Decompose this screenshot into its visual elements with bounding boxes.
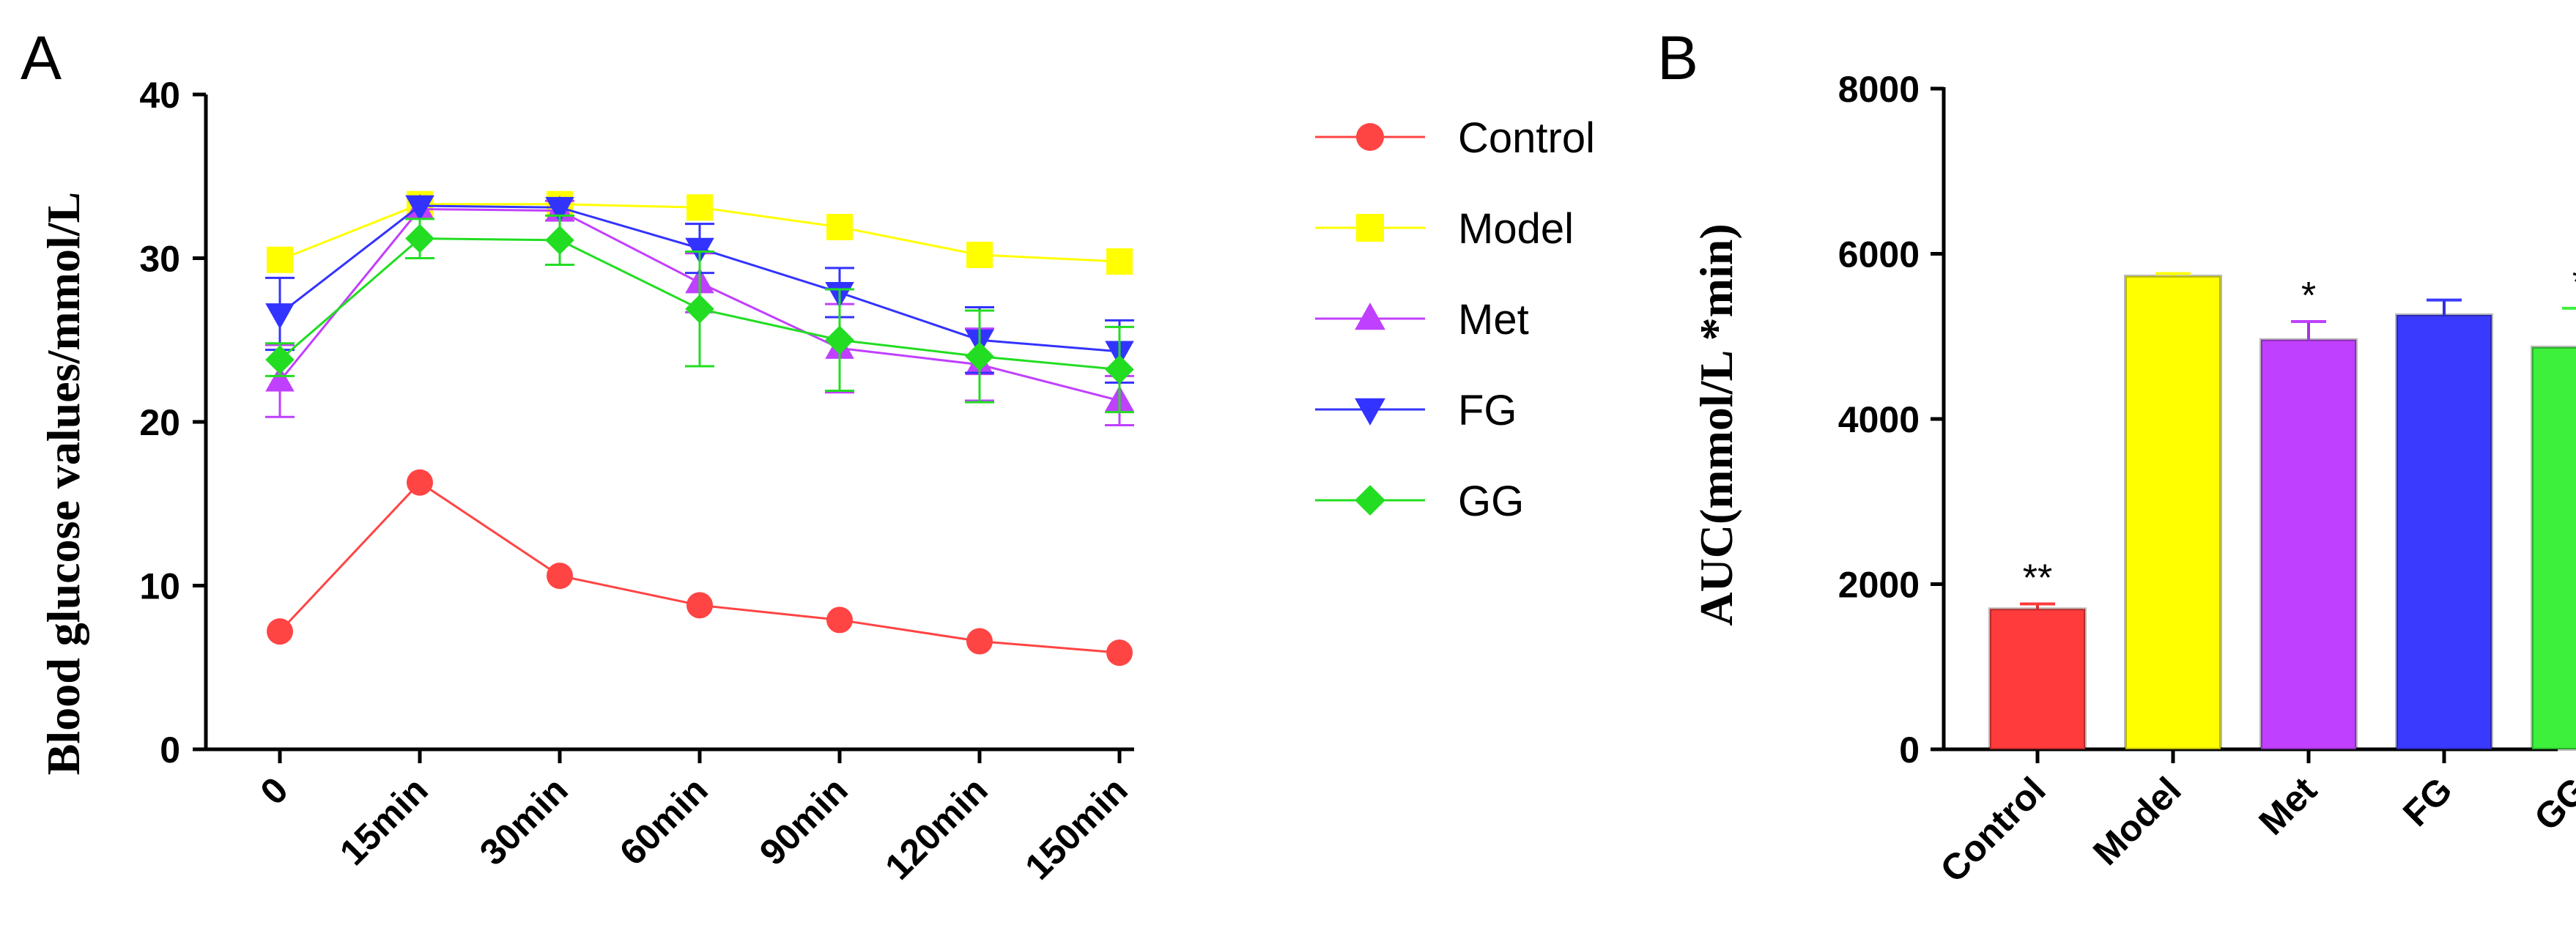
data-point	[1106, 639, 1133, 667]
bar-chart-x-ticks: Control Model Met FG GG	[1933, 749, 2576, 890]
x-tick-label: 150min	[1017, 769, 1135, 887]
legend-marker	[1356, 214, 1384, 242]
data-point	[966, 242, 993, 269]
data-point	[545, 226, 574, 255]
legend-label: Control	[1458, 114, 1595, 162]
data-point	[265, 303, 295, 330]
series-line	[278, 480, 1120, 654]
legend-label: Model	[1458, 205, 1574, 253]
data-point	[265, 345, 295, 374]
significance-marker: **	[2023, 557, 2052, 600]
x-tick-label: 15min	[332, 769, 436, 873]
data-point	[267, 618, 293, 645]
bar-met	[2259, 338, 2358, 751]
data-point	[686, 194, 713, 221]
panel-b-label: B	[1657, 23, 1698, 92]
legend-label: Met	[1458, 296, 1529, 344]
y-tick-label: 10	[139, 566, 180, 607]
legend-marker	[1356, 123, 1384, 151]
bar-chart-bars: ****	[1988, 261, 2576, 752]
x-tick-label: 120min	[877, 769, 995, 887]
x-tick-label: Model	[2085, 769, 2189, 873]
line-chart-x-ticks: 0 15min 30min 60min 90min 120min 150min	[253, 749, 1136, 888]
data-point	[1106, 248, 1133, 275]
data-point	[686, 592, 713, 619]
y-tick-label: 2000	[1838, 565, 1920, 606]
legend-item-control: Control	[1315, 114, 1595, 162]
x-tick-label: FG	[2395, 769, 2460, 834]
data-point	[965, 341, 994, 371]
line-chart-series	[265, 190, 1134, 667]
significance-marker: *	[2572, 261, 2576, 304]
bar-control	[1988, 607, 2087, 752]
data-point	[966, 628, 993, 655]
x-tick-label: Met	[2251, 769, 2325, 843]
data-point	[825, 325, 854, 355]
data-point	[405, 195, 434, 221]
legend-item-model: Model	[1315, 205, 1574, 253]
legend-item-met: Met	[1315, 296, 1529, 344]
significance-marker: *	[2301, 275, 2316, 317]
data-point	[1105, 355, 1134, 385]
y-tick-label: 40	[139, 75, 180, 116]
y-tick-label: 30	[139, 239, 180, 280]
legend-item-fg: FG	[1315, 387, 1517, 434]
y-tick-label: 8000	[1838, 69, 1920, 110]
legend-label: FG	[1458, 387, 1517, 434]
legend-marker	[1355, 398, 1385, 426]
data-point	[826, 606, 853, 634]
x-tick-label: 60min	[612, 769, 716, 873]
data-point	[685, 294, 714, 324]
y-tick-label: 0	[1899, 730, 1920, 771]
legend-marker	[1355, 485, 1385, 516]
line-chart-legend: Control Model Met FG GG	[1315, 114, 1595, 525]
bar-gg	[2531, 345, 2576, 752]
line-chart-y-axis-title: Blood glucose values/mmol/L	[37, 192, 89, 776]
bar-chart-y-axis-title: AUC(mmol/L *min)	[1690, 223, 1742, 626]
data-point	[547, 563, 573, 590]
bar-model	[2124, 274, 2222, 751]
data-point	[826, 214, 853, 241]
legend-label: GG	[1458, 478, 1524, 525]
data-point	[267, 246, 293, 273]
y-tick-label: 6000	[1838, 234, 1920, 275]
series-gg	[265, 214, 1134, 414]
bar-fg	[2395, 313, 2493, 751]
data-point	[545, 196, 574, 223]
x-tick-label: 30min	[472, 769, 576, 873]
line-chart-y-ticks: 0 10 20 30 40	[139, 75, 206, 771]
y-tick-label: 4000	[1838, 399, 1920, 440]
x-tick-label: GG	[2526, 769, 2576, 839]
data-point	[405, 223, 434, 253]
x-tick-label: 90min	[752, 769, 856, 873]
legend-item-gg: GG	[1315, 478, 1524, 525]
y-tick-label: 20	[139, 402, 180, 443]
series-control	[267, 469, 1133, 667]
data-point	[265, 365, 295, 392]
y-tick-label: 0	[160, 730, 180, 771]
data-point	[407, 469, 433, 496]
x-tick-label: Control	[1933, 769, 2054, 890]
x-tick-label: 0	[253, 769, 296, 812]
bar-chart-y-ticks: 0 2000 4000 6000 8000	[1838, 69, 1944, 771]
panel-a-label: A	[21, 23, 62, 92]
legend-marker	[1355, 303, 1385, 330]
